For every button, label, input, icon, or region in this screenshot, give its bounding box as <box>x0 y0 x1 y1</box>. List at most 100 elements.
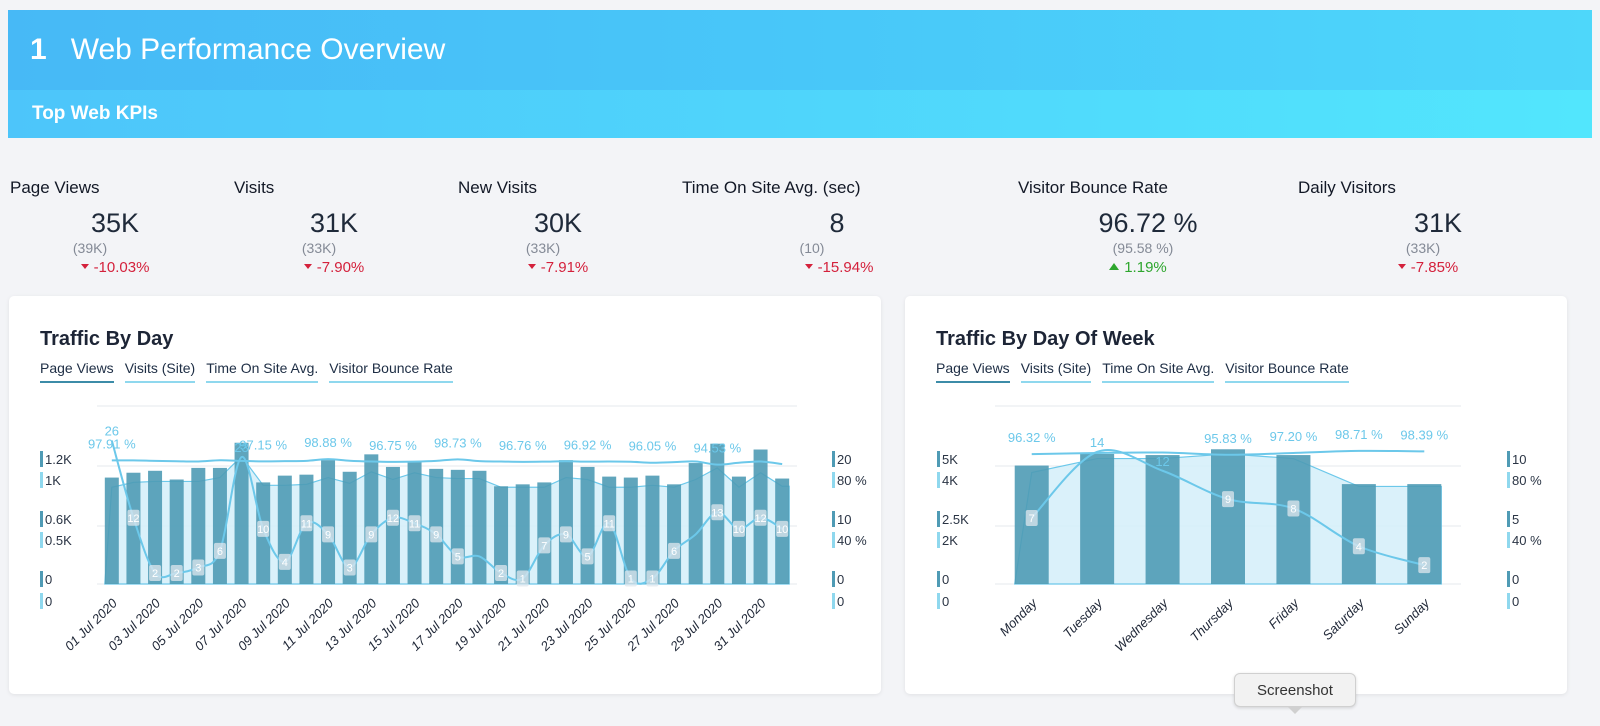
time-on-site-label: 2 <box>1421 560 1427 572</box>
caret-up-icon <box>1109 262 1120 270</box>
page-views-bar <box>623 477 638 584</box>
time-on-site-label: 10 <box>776 524 788 536</box>
right-axis-tick: 0 <box>1512 594 1519 609</box>
time-on-site-label: 2 <box>152 568 158 580</box>
time-on-site-label-bg <box>192 559 205 576</box>
tab-bounce-rate[interactable]: Visitor Bounce Rate <box>1225 358 1349 383</box>
axis-tick-marker <box>937 451 940 467</box>
bounce-rate-line <box>111 458 783 466</box>
time-on-site-label-bg <box>732 520 745 537</box>
page-views-bar <box>494 486 509 584</box>
axis-tick-marker <box>1507 472 1510 488</box>
left-axis-tick: 0.6K <box>45 512 72 527</box>
kpi-page-views[interactable]: Page Views 35K (39K) -10.03% <box>10 178 220 278</box>
kpi-time-on-site[interactable]: Time On Site Avg. (sec) 8 (10) -15.94% <box>682 178 932 278</box>
right-axis-tick: 10 <box>837 512 851 527</box>
time-on-site-label: 12 <box>1155 454 1169 469</box>
time-on-site-label: 9 <box>1225 494 1231 506</box>
page-views-bar <box>1080 453 1115 584</box>
kpi-label: Time On Site Avg. (sec) <box>682 178 861 197</box>
screenshot-button[interactable]: Screenshot <box>1234 673 1356 707</box>
time-on-site-label-bg <box>300 515 313 532</box>
time-on-site-label-bg <box>516 570 529 587</box>
kpi-value: 35K <box>90 208 140 238</box>
kpi-bounce-rate[interactable]: Visitor Bounce Rate 96.72 % (95.58 %) 1.… <box>1018 178 1278 278</box>
card-title: Traffic By Day <box>40 328 174 350</box>
time-on-site-label: 26 <box>105 424 119 439</box>
time-on-site-label-bg <box>127 509 140 526</box>
kpi-previous: (10) <box>799 240 825 256</box>
x-axis-tick: Monday <box>997 594 1041 638</box>
time-on-site-label-bg <box>408 515 421 532</box>
time-on-site-label: 9 <box>368 529 374 541</box>
page-views-bar <box>126 472 141 584</box>
time-on-site-label: 10 <box>257 524 269 536</box>
page-views-bar <box>515 484 530 584</box>
x-axis-tick: Friday <box>1265 594 1302 631</box>
traffic-by-day-of-week-chart: 7 14 12 9 8 4 2 96.32 % 95.83 % 97.20 % 98.71 % 98.… <box>937 405 1542 655</box>
kpi-change-value: -15.94% <box>817 259 874 276</box>
time-on-site-label-bg <box>386 509 399 526</box>
page-views-bar <box>321 460 336 584</box>
tab-time-on-site[interactable]: Time On Site Avg. <box>1102 358 1215 383</box>
time-on-site-label: 3 <box>195 562 201 574</box>
tab-bounce-rate[interactable]: Visitor Bounce Rate <box>329 358 453 383</box>
page-views-bar <box>364 454 379 584</box>
kpi-previous: (33K) <box>525 240 561 256</box>
time-on-site-label: 9 <box>563 529 569 541</box>
left-axis-tick: 0 <box>942 572 949 587</box>
page-views-bar <box>667 484 682 584</box>
tab-page-views[interactable]: Page Views <box>40 358 114 383</box>
time-on-site-label: 10 <box>733 524 745 536</box>
page-views-bar <box>342 471 357 584</box>
caret-down-icon <box>527 263 536 269</box>
axis-tick-marker <box>1507 451 1510 467</box>
page-views-bar <box>234 442 249 584</box>
bounce-rate-label: 98.71 % <box>1335 427 1383 442</box>
kpi-value: 30K <box>533 208 583 238</box>
page-title: Web Performance Overview <box>70 33 446 66</box>
bounce-rate-label: 98.39 % <box>1400 427 1448 442</box>
time-on-site-label: 1 <box>628 573 634 585</box>
traffic-by-day-of-week-card: Traffic By Day Of Week Page Views Visits… <box>905 296 1567 694</box>
kpi-previous: (33K) <box>1405 240 1441 256</box>
tab-page-views[interactable]: Page Views <box>936 358 1010 383</box>
bounce-rate-label: 98.73 % <box>434 435 482 450</box>
kpi-new-visits[interactable]: New Visits 30K (33K) -7.91% <box>458 178 668 278</box>
kpi-change: -15.94% <box>794 259 884 276</box>
kpi-change: -7.90% <box>294 259 374 276</box>
time-on-site-label-bg <box>149 564 162 581</box>
axis-tick-marker <box>40 511 43 527</box>
right-axis-tick: 80 % <box>837 473 867 488</box>
kpi-value: 8 <box>829 208 845 238</box>
kpi-label: New Visits <box>458 178 538 197</box>
kpi-change: -7.91% <box>518 259 598 276</box>
time-on-site-label: 8 <box>1290 504 1296 516</box>
caret-down-icon <box>1397 263 1406 269</box>
page-views-bar <box>537 482 552 584</box>
kpi-previous: (39K) <box>72 240 108 256</box>
time-on-site-label: 12 <box>127 513 139 525</box>
kpi-visits[interactable]: Visits 31K (33K) -7.90% <box>234 178 444 278</box>
tab-visits-site[interactable]: Visits (Site) <box>124 358 196 383</box>
bounce-rate-label: 97.91 % <box>88 436 136 451</box>
axis-tick-marker <box>937 593 940 609</box>
kpi-change: -7.85% <box>1393 259 1463 276</box>
banner-subheader: Top Web KPIs <box>8 90 1592 138</box>
time-on-site-label: 2 <box>498 568 504 580</box>
time-on-site-label: 12 <box>387 513 399 525</box>
left-axis-tick: 0 <box>45 594 52 609</box>
axis-tick-marker <box>1507 532 1510 548</box>
screenshot-tooltip-arrow <box>1287 706 1303 714</box>
axis-tick-marker <box>40 532 43 548</box>
axis-tick-marker <box>832 451 835 467</box>
page-views-bar <box>1341 484 1376 584</box>
time-on-site-label-bg <box>603 515 616 532</box>
kpi-daily-visitors[interactable]: Daily Visitors 31K (33K) -7.85% <box>1298 178 1508 278</box>
time-on-site-label: 1 <box>649 573 655 585</box>
tab-visits-site[interactable]: Visits (Site) <box>1020 358 1092 383</box>
x-axis-tick: Sunday <box>1391 594 1434 637</box>
bounce-rate-label: 94.53 % <box>693 441 741 456</box>
tab-time-on-site[interactable]: Time On Site Avg. <box>206 358 319 383</box>
kpi-change-value: -7.85% <box>1410 259 1459 276</box>
